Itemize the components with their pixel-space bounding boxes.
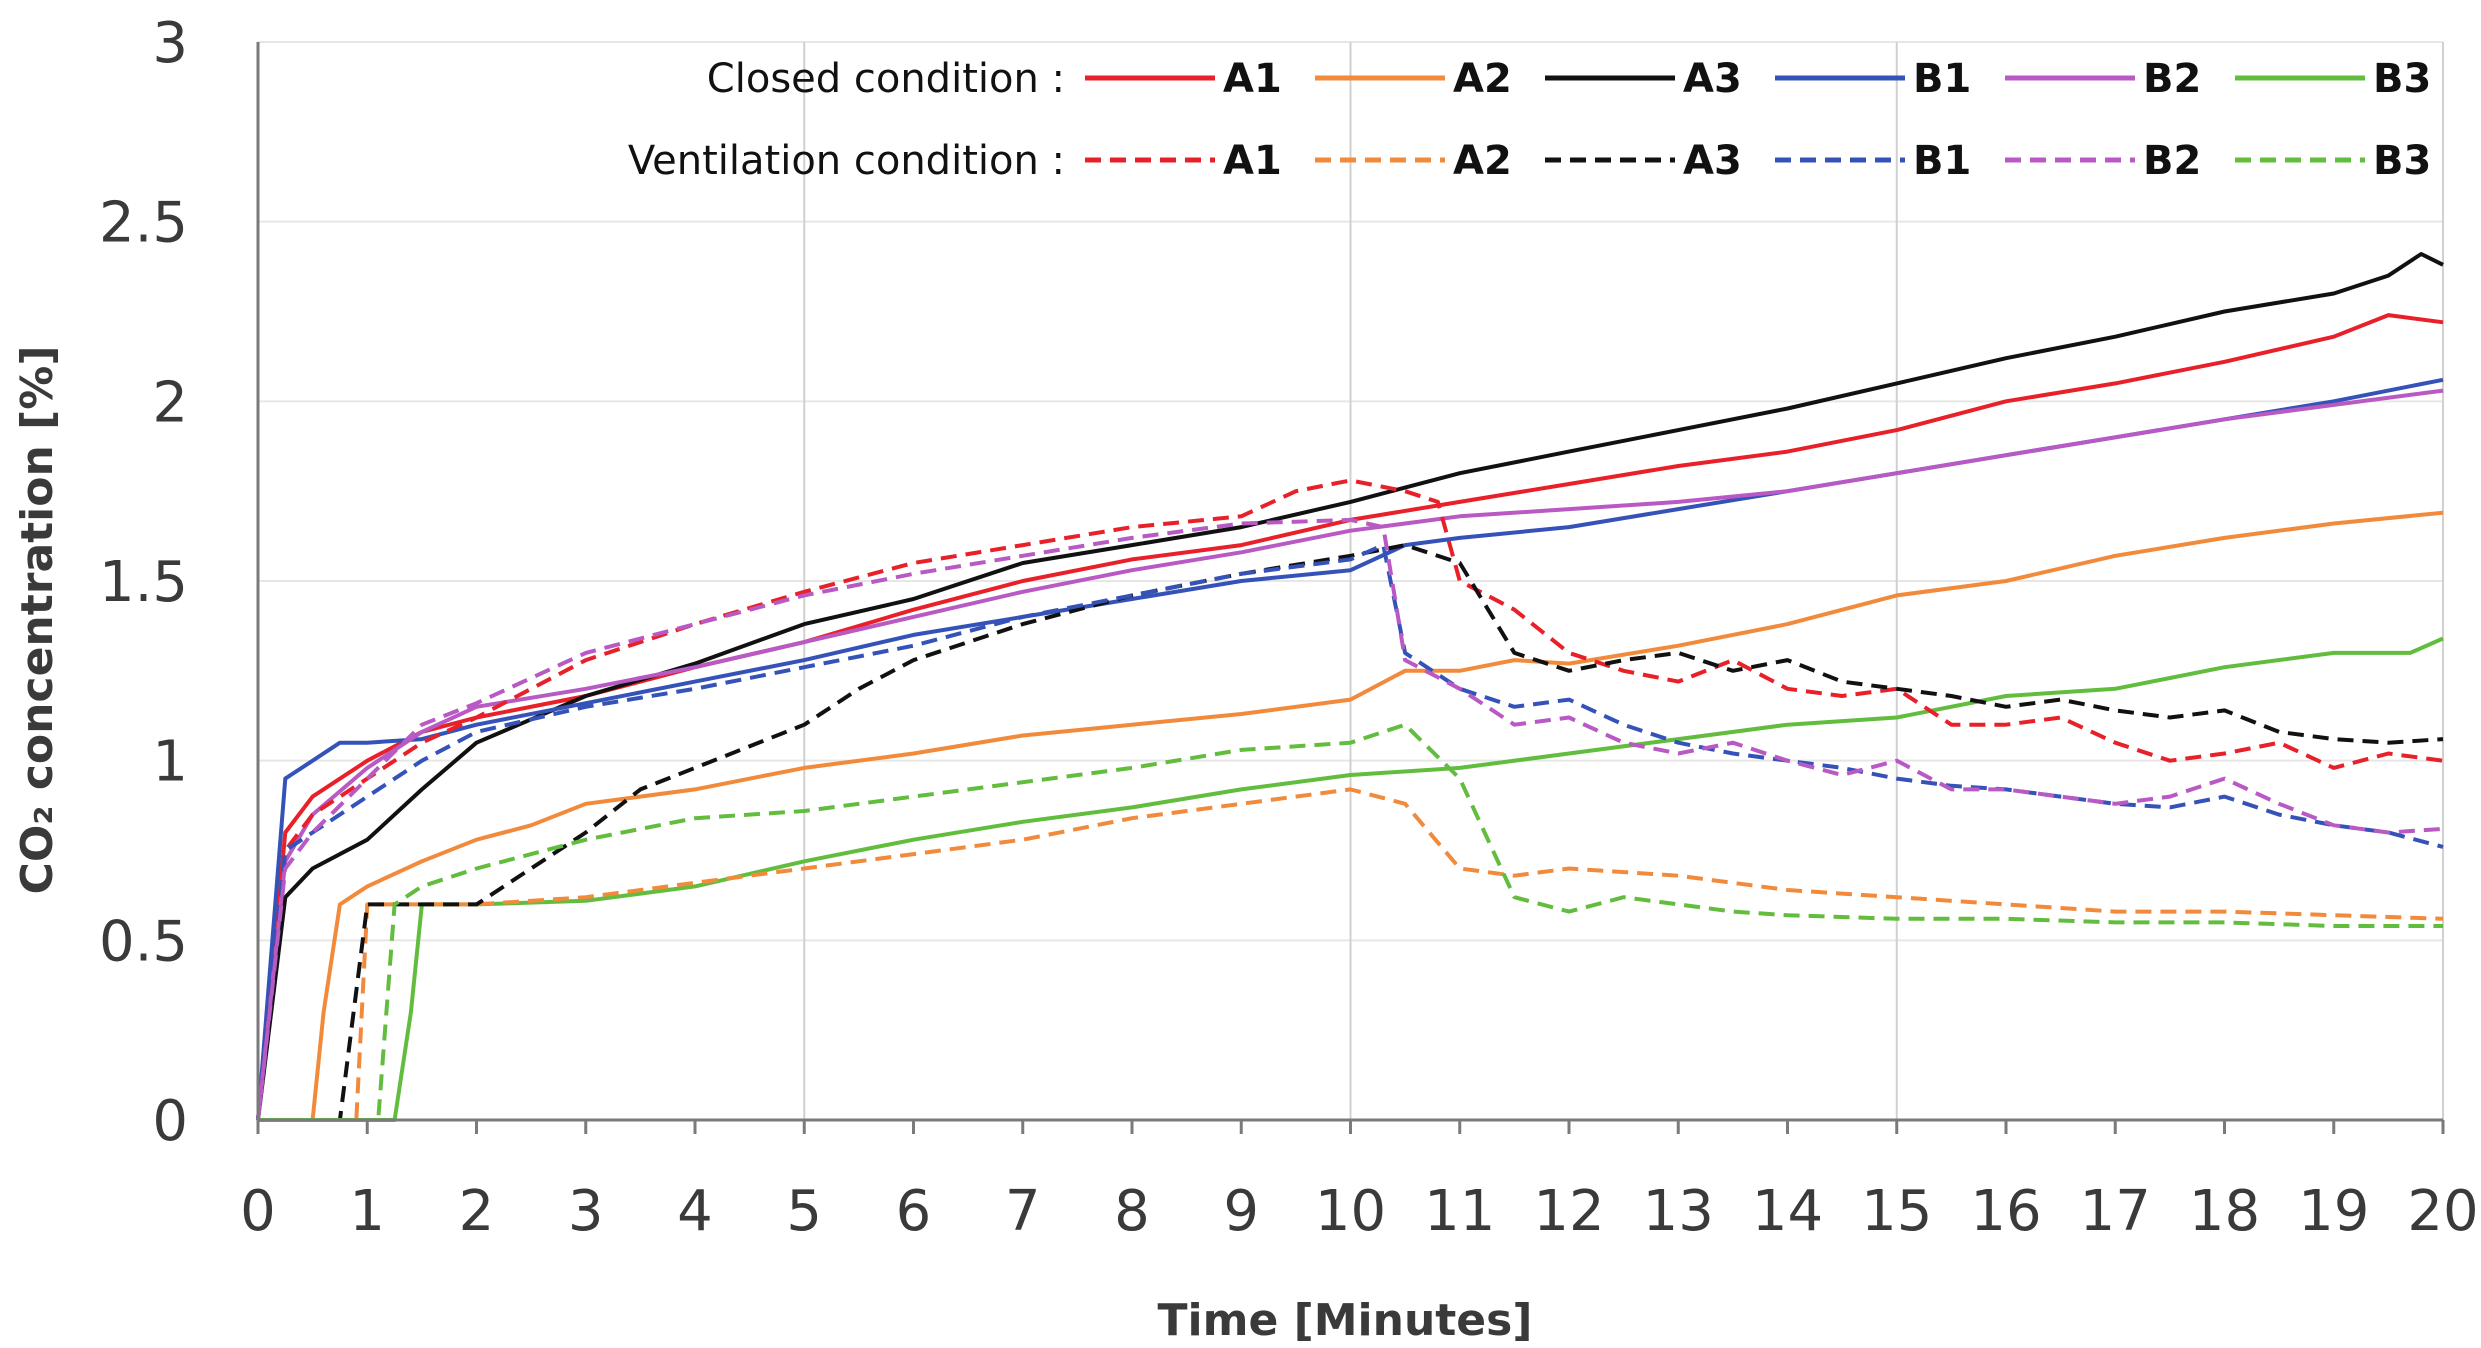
x-tick-label: 7	[1005, 1179, 1041, 1244]
legend-series-name: B3	[2373, 138, 2431, 184]
y-tick-label: 0.5	[99, 909, 188, 974]
x-tick-label: 5	[786, 1179, 822, 1244]
legend-group-label: Closed condition :	[707, 56, 1065, 102]
legend-series-name: A1	[1223, 56, 1282, 102]
x-tick-label: 16	[1970, 1179, 2041, 1244]
series-line-b3-ventilation	[258, 722, 2443, 1122]
legend-series-name: A3	[1683, 138, 1742, 184]
y-tick-label: 2	[152, 370, 188, 435]
x-tick-label: 8	[1114, 1179, 1150, 1244]
y-tick-label: 3	[152, 11, 188, 76]
series-line-b2-ventilation	[256, 517, 2444, 1121]
x-tick-label: 10	[1315, 1179, 1386, 1244]
x-tick-label: 20	[2407, 1179, 2478, 1244]
legend-group-label: Ventilation condition :	[628, 138, 1065, 184]
series-line-b1-ventilation	[256, 543, 2444, 1121]
legend-series-name: B1	[1913, 138, 1971, 184]
legend: Closed condition : Ventilation condition …	[628, 56, 2431, 184]
y-tick-label: 0	[152, 1089, 188, 1154]
series-line-a2-ventilation	[258, 787, 2444, 1122]
x-tick-label: 9	[1223, 1179, 1259, 1244]
legend-series-name: A2	[1453, 56, 1512, 102]
series-line-b2-closed	[256, 388, 2444, 1121]
x-tick-labels: 0 1 2 3 4 5 6 7 8 9 10 11 12 13 14 15 16 17 18 19 20	[240, 1179, 2478, 1244]
y-axis-label: CO₂ concentration [%]	[12, 346, 63, 895]
series-line-a3-ventilation	[258, 543, 2444, 1122]
y-tick-label: 1.5	[99, 550, 188, 615]
x-tick-label: 18	[2189, 1179, 2260, 1244]
x-tick-label: 13	[1643, 1179, 1714, 1244]
grid	[258, 41, 2444, 1120]
series-line-a2-closed	[258, 510, 2444, 1122]
legend-series-name: A1	[1223, 138, 1282, 184]
y-tick-label: 1	[152, 730, 188, 795]
x-tick-label: 14	[1752, 1179, 1823, 1244]
x-tick-label: 11	[1424, 1179, 1495, 1244]
x-axis-label: Time [Minutes]	[1158, 1295, 1533, 1346]
x-tick-label: 4	[677, 1179, 713, 1244]
legend-series-name: B2	[2143, 138, 2201, 184]
axes	[256, 42, 2445, 1134]
x-tick-label: 6	[896, 1179, 932, 1244]
y-tick-label: 2.5	[99, 191, 188, 256]
x-tick-label: 15	[1861, 1179, 1932, 1244]
x-tick-label: 1	[349, 1179, 385, 1244]
x-tick-label: 17	[2080, 1179, 2151, 1244]
x-tick-label: 3	[568, 1179, 604, 1244]
legend-series-name: A2	[1453, 138, 1512, 184]
legend-series-name: B2	[2143, 56, 2201, 102]
legend-series-name: B3	[2373, 56, 2431, 102]
series-lines	[256, 252, 2444, 1122]
series-line-a1-ventilation	[256, 478, 2444, 1121]
x-tick-label: 2	[459, 1179, 495, 1244]
x-tick-label: 0	[240, 1179, 276, 1244]
x-tick-label: 19	[2298, 1179, 2369, 1244]
legend-series-name: B1	[1913, 56, 1971, 102]
legend-series-name: A3	[1683, 56, 1742, 102]
x-tick-label: 12	[1533, 1179, 1604, 1244]
series-line-a3-closed	[256, 252, 2444, 1121]
y-tick-labels: 0 0.5 1 1.5 2 2.5 3	[99, 11, 188, 1154]
